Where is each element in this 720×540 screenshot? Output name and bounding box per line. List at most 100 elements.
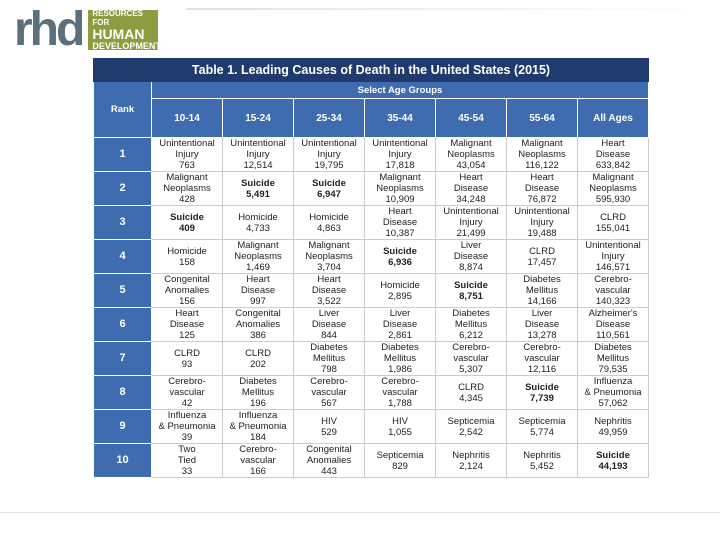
cause-label: Disease bbox=[382, 217, 418, 228]
cause-label: Nephritis bbox=[452, 449, 490, 461]
death-count: 633,842 bbox=[595, 160, 631, 171]
cause-label: Homicide bbox=[238, 211, 278, 223]
cause-cell: Malignant Neoplasms 595,930 bbox=[577, 171, 649, 206]
highlighted-cause-cell: Suicide 6,947 bbox=[293, 171, 365, 206]
cause-label: Malignant bbox=[166, 172, 208, 184]
cause-cell: Two Tied 33 bbox=[151, 443, 223, 478]
cause-label: Septicemia bbox=[376, 449, 424, 461]
cause-label: Congenital bbox=[306, 444, 352, 456]
death-count: 49,959 bbox=[598, 426, 628, 438]
cause-label: Septicemia bbox=[447, 415, 495, 427]
cause-label: Homicide bbox=[380, 279, 420, 291]
cause-cell: Unintentional Injury 19,488 bbox=[506, 205, 578, 240]
cause-cell: Liver Disease 8,874 bbox=[435, 239, 507, 274]
cause-cell: Unintentional Injury 146,571 bbox=[577, 239, 649, 274]
cause-label: Homicide bbox=[309, 211, 349, 223]
cause-label: Neoplasms bbox=[518, 149, 566, 160]
cause-label: vascular bbox=[453, 353, 489, 364]
cause-label: Nephritis bbox=[594, 415, 632, 427]
cause-cell: Malignant Neoplasms 428 bbox=[151, 171, 223, 206]
death-count: 12,116 bbox=[527, 364, 557, 375]
death-count: 33 bbox=[181, 466, 193, 477]
cause-cell: Homicide 2,895 bbox=[364, 273, 436, 308]
cause-label: Injury bbox=[175, 149, 199, 160]
cause-label: Neoplasms bbox=[305, 251, 353, 262]
cause-label: CLRD bbox=[458, 381, 484, 393]
cause-cell: Cerebro-vascular 567 bbox=[293, 375, 365, 410]
rank-cell: 3 bbox=[93, 205, 152, 240]
cause-cell: CLRD 155,041 bbox=[577, 205, 649, 240]
age-group-header-cell: All Ages bbox=[577, 98, 649, 138]
cause-label: Two bbox=[178, 444, 196, 456]
death-count: 8,874 bbox=[459, 262, 483, 273]
cause-label: Mellitus bbox=[596, 353, 630, 364]
cause-label: Heart bbox=[317, 274, 341, 286]
death-count: 428 bbox=[179, 194, 195, 205]
cause-label: & Pneumonia bbox=[158, 421, 216, 432]
cause-label: CLRD bbox=[174, 347, 200, 359]
footer-rule bbox=[0, 512, 720, 513]
cause-cell: Cerebro-vascular 5,307 bbox=[435, 341, 507, 376]
death-count: 386 bbox=[250, 330, 266, 341]
cause-label: Septicemia bbox=[518, 415, 566, 427]
cause-cell: Heart Disease 125 bbox=[151, 307, 223, 342]
cause-cell: Liver Disease 13,278 bbox=[506, 307, 578, 342]
highlighted-cause-cell: Suicide 5,491 bbox=[222, 171, 294, 206]
cause-label: Cerebro- bbox=[239, 444, 277, 456]
death-count: 17,457 bbox=[527, 256, 557, 268]
cause-label: Disease bbox=[240, 285, 276, 296]
death-count: 3,522 bbox=[317, 296, 341, 307]
death-count: 4,345 bbox=[459, 392, 483, 404]
death-count: 529 bbox=[321, 426, 337, 438]
cause-label: Neoplasms bbox=[376, 183, 424, 194]
cause-cell: HIV 529 bbox=[293, 409, 365, 444]
death-count: 125 bbox=[179, 330, 195, 341]
age-group-header-cell: 55-64 bbox=[506, 98, 578, 138]
cause-cell: Diabetes Mellitus 14,166 bbox=[506, 273, 578, 308]
cause-cell: Liver Disease 844 bbox=[293, 307, 365, 342]
cause-cell: Diabetes Mellitus 6,212 bbox=[435, 307, 507, 342]
cause-label: Disease bbox=[524, 183, 560, 194]
table-row: 2 Malignant Neoplasms 428 Suicide 5,491 Suicid… bbox=[93, 171, 649, 206]
logo-line-3: DEVELOPMENT bbox=[92, 41, 161, 51]
cause-label: Disease bbox=[453, 251, 489, 262]
age-group-header: Select Age Groups bbox=[151, 81, 649, 99]
death-count: 2,895 bbox=[388, 290, 412, 302]
death-count: 184 bbox=[250, 432, 266, 443]
death-count: 146,571 bbox=[595, 262, 631, 273]
rank-cell: 5 bbox=[93, 273, 152, 308]
cause-label: Suicide bbox=[312, 177, 346, 189]
table-title: Table 1. Leading Causes of Death in the … bbox=[93, 58, 649, 82]
cause-cell: Malignant Neoplasms 10,909 bbox=[364, 171, 436, 206]
death-count: 21,499 bbox=[456, 228, 486, 239]
table-row: 6 Heart Disease 125 Congenital Anomalies 386 Li… bbox=[93, 307, 649, 342]
cause-cell: Heart Disease 3,522 bbox=[293, 273, 365, 308]
cause-label: Suicide bbox=[596, 449, 630, 461]
death-count: 1,055 bbox=[388, 426, 412, 438]
death-count: 443 bbox=[321, 466, 337, 477]
cause-label: Cerebro- bbox=[381, 376, 419, 388]
cause-cell: Cerebro-vascular 12,116 bbox=[506, 341, 578, 376]
age-group-header-cell: 10-14 bbox=[151, 98, 223, 138]
cause-label: & Pneumonia bbox=[584, 387, 642, 398]
cause-label: Suicide bbox=[241, 177, 275, 189]
cause-cell: CLRD 17,457 bbox=[506, 239, 578, 274]
death-count: 39 bbox=[181, 432, 193, 443]
death-count: 2,542 bbox=[459, 426, 483, 438]
cause-label: Diabetes bbox=[381, 342, 419, 354]
death-count: 798 bbox=[321, 364, 337, 375]
cause-cell: Influenza & Pneumonia 184 bbox=[222, 409, 294, 444]
death-count: 110,561 bbox=[596, 330, 630, 341]
death-count: 116,122 bbox=[525, 160, 559, 171]
cause-cell: Cerebro-vascular 166 bbox=[222, 443, 294, 478]
cause-cell: Nephritis 49,959 bbox=[577, 409, 649, 444]
cause-label: Disease bbox=[595, 149, 631, 160]
cause-cell: Influenza & Pneumonia 57,062 bbox=[577, 375, 649, 410]
cause-label: Injury bbox=[601, 251, 625, 262]
cause-label: Injury bbox=[317, 149, 341, 160]
cause-label: Anomalies bbox=[306, 455, 352, 466]
cause-label: vascular bbox=[169, 387, 205, 398]
cause-label: Diabetes bbox=[523, 274, 561, 286]
cause-label: Neoplasms bbox=[447, 149, 495, 160]
cause-cell: Homicide 158 bbox=[151, 239, 223, 274]
